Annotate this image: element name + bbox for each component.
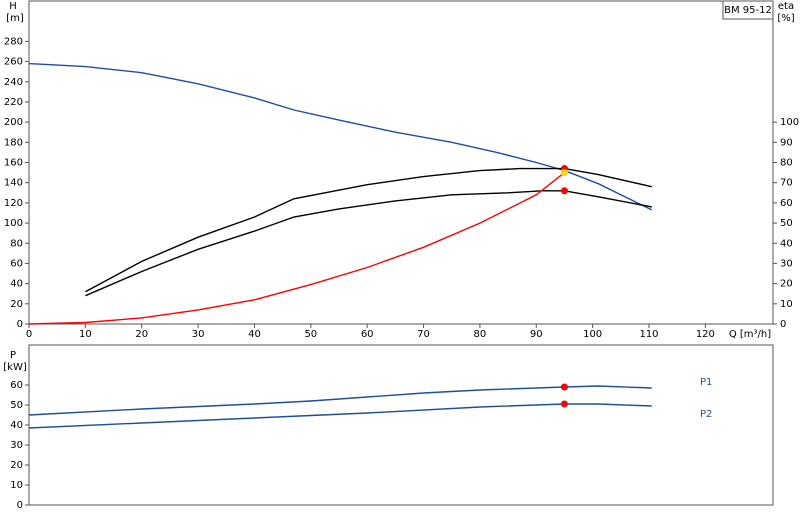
y2-tick-label: 40 — [780, 238, 793, 249]
y-tick-label: 10 — [10, 480, 23, 491]
y-tick-label: 140 — [4, 178, 23, 189]
y2-unit: [%] — [777, 13, 794, 24]
y-unit: [m] — [6, 13, 24, 24]
x-tick-label: 30 — [192, 329, 205, 340]
x-tick-label: 120 — [696, 329, 715, 340]
y-tick-label: 220 — [4, 97, 23, 108]
curve — [28, 62, 653, 211]
curve — [28, 385, 652, 416]
y-tick-label: 80 — [10, 238, 23, 249]
y-label: H — [9, 1, 17, 12]
x-tick-label: 60 — [361, 329, 374, 340]
y-tick-label: 280 — [4, 36, 23, 47]
y-tick-label: 200 — [4, 117, 23, 128]
y-tick-label: 240 — [4, 77, 23, 88]
x-tick-label: 0 — [26, 329, 32, 340]
y-tick-label: 0 — [17, 319, 23, 330]
y2-tick-label: 30 — [780, 258, 793, 269]
curve — [28, 172, 565, 325]
y-tick-label: 120 — [4, 198, 23, 209]
y-tick-label: 60 — [10, 258, 23, 269]
y-tick-label: 40 — [10, 420, 23, 431]
operating-point — [560, 187, 568, 195]
y2-tick-label: 0 — [780, 319, 786, 330]
x-tick-label: 110 — [639, 329, 658, 340]
operating-point — [560, 169, 568, 177]
series-label: P2 — [700, 409, 712, 420]
y-unit: [kW] — [3, 362, 27, 373]
y2-tick-label: 50 — [780, 218, 793, 229]
y-tick-label: 60 — [10, 380, 23, 391]
title-box — [722, 0, 774, 20]
y2-tick-label: 60 — [780, 198, 793, 209]
x-tick-label: 50 — [304, 329, 317, 340]
x-label: Q [m³/h] — [729, 329, 771, 340]
x-tick-label: 90 — [530, 329, 543, 340]
y-tick-label: 40 — [10, 279, 23, 290]
y2-label: eta — [778, 1, 794, 12]
operating-point — [560, 400, 568, 408]
y-tick-label: 30 — [10, 440, 23, 451]
y-tick-label: 50 — [10, 400, 23, 411]
y2-tick-label: 70 — [780, 178, 793, 189]
y2-tick-label: 20 — [780, 279, 793, 290]
chart-title: BM 95-12 — [724, 5, 772, 16]
y-tick-label: 180 — [4, 137, 23, 148]
y2-tick-label: 90 — [780, 137, 793, 148]
y-tick-label: 160 — [4, 158, 23, 169]
curve — [85, 190, 652, 297]
y-tick-label: 20 — [10, 460, 23, 471]
operating-point — [560, 383, 568, 391]
x-tick-label: 100 — [583, 329, 602, 340]
y2-tick-label: 80 — [780, 158, 793, 169]
y-tick-label: 20 — [10, 299, 23, 310]
bottom-frame — [28, 344, 774, 506]
x-tick-label: 20 — [135, 329, 148, 340]
y2-tick-label: 100 — [780, 117, 799, 128]
top-frame — [28, 0, 774, 325]
y-tick-label: 0 — [17, 500, 23, 511]
y-tick-label: 100 — [4, 218, 23, 229]
y-label: P — [10, 350, 16, 361]
x-tick-label: 70 — [417, 329, 430, 340]
x-tick-label: 80 — [474, 329, 487, 340]
x-tick-label: 40 — [248, 329, 261, 340]
curve — [85, 167, 652, 293]
curve — [28, 403, 652, 429]
y2-tick-label: 10 — [780, 299, 793, 310]
x-tick-label: 10 — [79, 329, 92, 340]
y-tick-label: 260 — [4, 57, 23, 68]
series-label: P1 — [700, 377, 712, 388]
